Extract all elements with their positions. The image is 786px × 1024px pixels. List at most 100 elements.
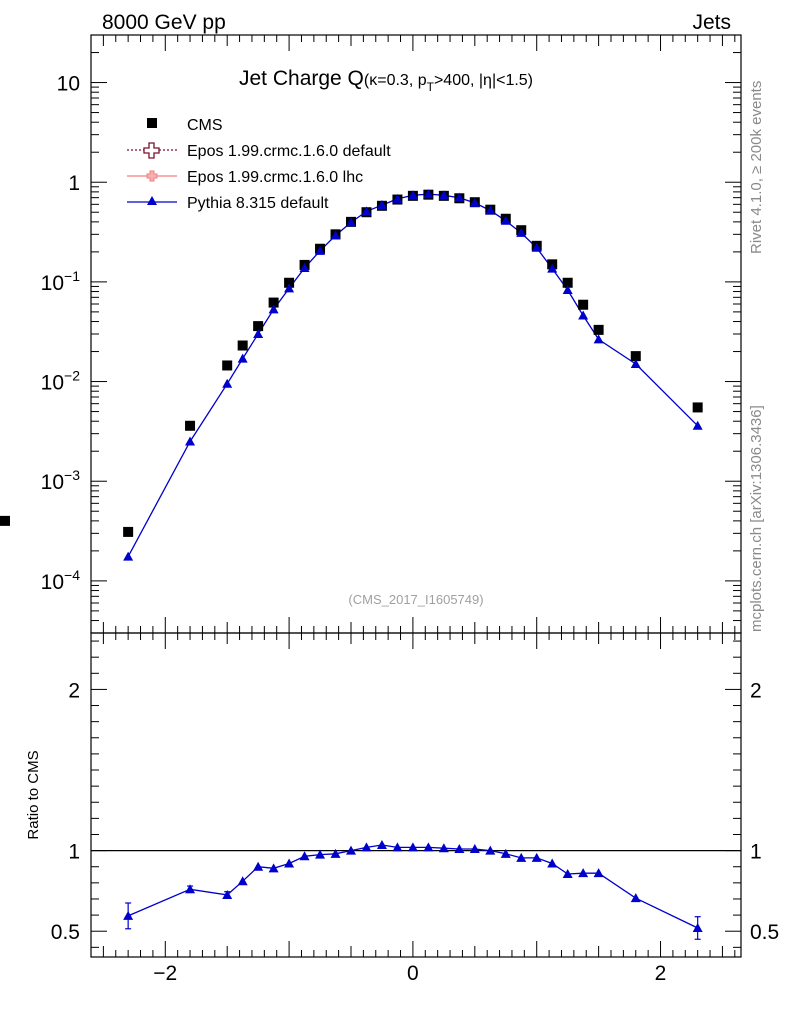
cms-point (692, 402, 703, 413)
cms-point (237, 340, 248, 351)
ratio-panel-frame (90, 632, 742, 958)
ratio-pythia-point (361, 842, 372, 852)
pythia-point (423, 189, 434, 199)
ratio-pythia-point (562, 868, 573, 878)
ratio-pythia-line (127, 844, 698, 929)
pythia-point (253, 329, 264, 338)
ratio-pythia-point (330, 848, 341, 858)
y-tick-label: 1 (68, 172, 80, 195)
pythia-point (268, 304, 279, 314)
ratio-pythia-point (222, 889, 233, 899)
ratio-y-tick-label-left: 0.5 (51, 921, 80, 944)
cms-point (284, 277, 295, 288)
ratio-axis-ticks: −2 0 2 2 2 1 1 0.5 0.5 (51, 633, 779, 985)
legend-marker-epos-default (143, 142, 160, 159)
ratio-pythia-point (299, 851, 310, 861)
pythia-point (454, 192, 465, 202)
ratio-pythia-point (423, 842, 434, 852)
ratio-pythia-point (438, 843, 449, 853)
ratio-series-layer (123, 839, 703, 940)
pythia-point (469, 197, 480, 207)
cms-point (593, 324, 604, 335)
ratio-pythia-point (578, 868, 589, 878)
ratio-pythia-point (253, 861, 264, 871)
y-tick-label: 10−2 (41, 368, 81, 395)
header-left: 8000 GeV pp (102, 11, 226, 34)
ratio-pythia-point (692, 922, 703, 932)
x-tick-label: 0 (407, 962, 419, 985)
ratio-y-tick-label-left: 2 (68, 679, 80, 702)
legend-label-epos-lhc: Epos 1.99.crmc.1.6.0 lhc (187, 169, 363, 186)
legend-label-cms: CMS (187, 117, 223, 134)
ratio-pythia-point (284, 858, 295, 868)
pythia-point (516, 227, 527, 237)
ratio-y-label: Ratio to CMS (25, 750, 42, 839)
pythia-point (346, 217, 356, 227)
cms-point (268, 297, 279, 308)
pythia-point (438, 190, 449, 200)
pythia-point (562, 284, 573, 294)
cms-point (0, 515, 10, 526)
title-subscript: T (427, 80, 435, 94)
ratio-pythia-point (407, 842, 418, 852)
cms-point (562, 277, 573, 288)
cms-point (578, 299, 589, 310)
ratio-pythia-point (630, 893, 641, 903)
legend: CMS Epos 1.99.crmc.1.6.0 default Epos 1.… (127, 117, 391, 212)
pythia-point (578, 310, 589, 320)
cms-point (123, 526, 134, 537)
ratio-pythia-point (268, 863, 279, 873)
pythia-point (692, 420, 703, 430)
cms-point (630, 351, 641, 362)
ratio-pythia-point (454, 844, 465, 853)
ratio-y-tick-label-left: 1 (68, 841, 80, 864)
ratio-pythia-point (593, 868, 604, 878)
cms-point (185, 420, 196, 431)
cms-point (253, 321, 264, 332)
title-tail: >400, |η|<1.5) (434, 72, 533, 89)
analysis-watermark: (CMS_2017_I1605749) (348, 592, 483, 607)
pythia-point (237, 353, 248, 363)
ratio-pythia-point (547, 858, 558, 868)
pythia-point (299, 262, 310, 272)
pythia-point (330, 230, 341, 240)
y-tick-label: 10−4 (41, 567, 81, 594)
ratio-pythia-point (531, 852, 542, 862)
pythia-point (284, 283, 295, 293)
ratio-pythia-point (516, 852, 527, 862)
y-tick-label: 10−3 (41, 467, 81, 494)
pythia-point (222, 378, 233, 388)
ratio-pythia-point (346, 845, 356, 855)
ratio-y-tick-label-right: 2 (750, 679, 762, 702)
title-suffix: (κ=0.3, p (364, 72, 427, 89)
ratio-pythia-point (392, 842, 403, 852)
ratio-pythia-point (315, 849, 326, 859)
x-tick-label: −2 (153, 962, 177, 985)
x-tick-label: 2 (655, 962, 667, 985)
legend-marker-cms (147, 118, 157, 128)
pythia-line (127, 193, 699, 558)
pythia-point (123, 551, 134, 561)
ratio-pythia-point (485, 845, 496, 855)
side-label-top: Rivet 4.1.0, ≥ 200k events (748, 81, 765, 254)
pythia-point (315, 245, 326, 255)
ratio-pythia-point (123, 910, 134, 920)
y-tick-label: 10−1 (41, 268, 81, 295)
ratio-pythia-point (469, 844, 480, 853)
legend-marker-epos-lhc (146, 170, 158, 182)
legend-label-pythia: Pythia 8.315 default (187, 195, 329, 212)
pythia-point (407, 190, 418, 200)
legend-label-epos-default: Epos 1.99.crmc.1.6.0 default (187, 143, 391, 160)
legend-marker-pythia (147, 196, 157, 205)
ratio-y-tick-label-right: 0.5 (750, 921, 779, 944)
ratio-pythia-point (500, 848, 511, 858)
pythia-point (593, 334, 604, 344)
cms-point (222, 360, 233, 371)
side-label-bottom: mcplots.cern.ch [arXiv:1306.3436] (748, 405, 765, 632)
pythia-point (547, 263, 558, 273)
y-tick-label: 10 (57, 73, 80, 96)
main-title: Jet Charge Q(κ=0.3, pT>400, |η|<1.5) (239, 67, 533, 94)
pythia-point (630, 359, 641, 369)
pythia-point (500, 215, 511, 225)
